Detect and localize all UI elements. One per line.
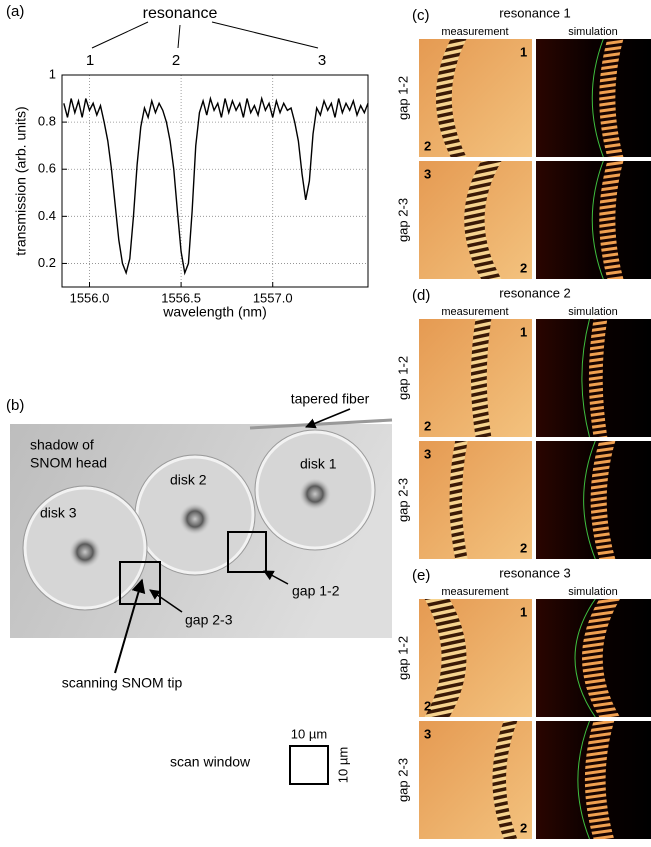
mode-outline — [583, 440, 596, 560]
gap-label: gap 2-3 — [185, 612, 233, 628]
tip-label: scanning SNOM tip — [62, 675, 183, 691]
measurement-fringes — [470, 319, 492, 437]
shadow-label: SNOM head — [30, 455, 107, 471]
panel-label: (e) — [412, 567, 430, 584]
mode-outline — [591, 160, 604, 280]
measurement-fringes — [424, 599, 467, 717]
disk-marker: 1 — [520, 324, 527, 339]
row-label: gap 1-2 — [395, 76, 410, 120]
scan-window-legend — [289, 745, 329, 785]
annotation-line — [177, 24, 181, 49]
mode-outline — [581, 318, 590, 438]
map-title: resonance 1 — [499, 5, 571, 20]
annotation-label: 3 — [318, 52, 326, 69]
disk-marker: 2 — [520, 540, 527, 555]
annotation: resonance — [143, 5, 218, 22]
annotation-line — [211, 21, 319, 49]
scale-label: 10 µm — [335, 747, 350, 783]
disk-marker: 2 — [520, 820, 527, 835]
annotation-label: 1 — [86, 52, 94, 69]
disk-center — [179, 503, 211, 535]
panel-label: (c) — [412, 7, 430, 24]
x-tick-label: 1556.0 — [70, 290, 110, 305]
simulation-fringes — [588, 319, 608, 437]
row-label: gap 2-3 — [395, 478, 410, 522]
disk-marker: 1 — [520, 44, 527, 59]
disk-label: disk 2 — [170, 472, 207, 488]
fiber-label: tapered fiber — [291, 391, 370, 407]
scan-window — [119, 561, 161, 605]
row-label: gap 2-3 — [395, 198, 410, 242]
map-title: resonance 3 — [499, 565, 571, 580]
disk-marker: 3 — [424, 446, 431, 461]
row-label: gap 1-2 — [395, 356, 410, 400]
simulation-fringes — [584, 721, 615, 839]
mode-outline — [577, 720, 590, 840]
disk-center — [299, 478, 331, 510]
simulation-image — [536, 39, 651, 157]
disk-marker: 3 — [424, 726, 431, 741]
mode-outline — [574, 598, 596, 718]
y-tick-label: 0.8 — [38, 114, 56, 129]
disk-marker: 2 — [520, 260, 527, 275]
simulation-fringes — [599, 161, 624, 279]
scan-window — [227, 531, 267, 573]
fiber — [249, 418, 393, 430]
scan-window-label: scan window — [170, 754, 251, 770]
disk-label: disk 3 — [40, 505, 77, 521]
x-axis-label: wavelength (nm) — [162, 304, 267, 320]
column-label: simulation — [568, 26, 618, 38]
simulation-fringes — [590, 441, 616, 559]
disk-marker: 1 — [520, 604, 527, 619]
scale-label: 10 µm — [291, 726, 327, 741]
disk-label: disk 1 — [300, 456, 337, 472]
simulation-image — [536, 161, 651, 279]
x-tick-label: 1557.0 — [253, 290, 293, 305]
column-label: measurement — [441, 306, 508, 318]
panel-label: (d) — [412, 287, 430, 304]
panel-label: (a) — [6, 3, 24, 20]
measurement-image — [419, 721, 532, 839]
y-axis-label: transmission (arb. units) — [13, 106, 29, 255]
disk-center — [69, 536, 101, 568]
arrow — [149, 589, 183, 613]
mode-outline — [591, 38, 604, 158]
y-tick-label: 0.6 — [38, 161, 56, 176]
shadow-label: shadow of — [30, 437, 94, 453]
annotation-label: 2 — [172, 52, 180, 69]
measurement-fringes — [464, 161, 502, 279]
measurement-fringes — [492, 721, 518, 839]
y-tick-label: 0.4 — [38, 208, 56, 223]
disk-edge — [254, 429, 376, 551]
disk-marker: 2 — [424, 138, 431, 153]
column-label: measurement — [441, 586, 508, 598]
panel-label: (b) — [6, 397, 24, 414]
measurement-fringes — [449, 441, 468, 559]
arrow — [305, 408, 351, 429]
x-tick-label: 1556.5 — [161, 290, 201, 305]
row-label: gap 2-3 — [395, 758, 410, 802]
column-label: measurement — [441, 26, 508, 38]
column-label: simulation — [568, 306, 618, 318]
simulation-fringes — [599, 39, 624, 157]
measurement-fringes — [435, 39, 467, 157]
column-label: simulation — [568, 586, 618, 598]
data-line — [63, 95, 369, 276]
y-tick-label: 1 — [49, 66, 56, 81]
disk-marker: 3 — [424, 166, 431, 181]
measurement-image — [419, 441, 532, 559]
annotation-line — [91, 21, 149, 49]
disk-edge — [22, 485, 148, 611]
row-label: gap 1-2 — [395, 636, 410, 680]
disk-marker: 2 — [424, 698, 431, 713]
y-tick-label: 0.2 — [38, 255, 56, 270]
arrow — [114, 578, 146, 674]
simulation-fringes — [582, 599, 620, 717]
map-title: resonance 2 — [499, 285, 571, 300]
gap-label: gap 1-2 — [292, 583, 340, 599]
arrow — [263, 570, 289, 585]
disk-marker: 2 — [424, 418, 431, 433]
plot-frame — [61, 74, 369, 288]
